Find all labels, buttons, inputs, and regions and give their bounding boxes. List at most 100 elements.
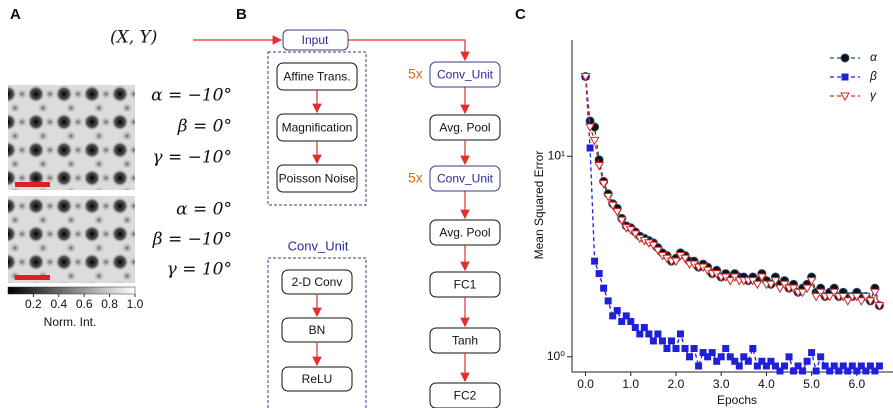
repeat-label: 5x [408,66,423,82]
data-point [663,345,670,352]
colorbar-ticks: 0.2 0.4 0.6 0.8 1.0 [25,294,144,311]
data-point [636,330,643,337]
node-label: 2-D Conv [292,275,343,289]
repeat-label: 5x [408,170,423,186]
data-point [614,307,621,314]
node-label: ReLU [302,372,333,386]
angle-label: γ = −10° [152,148,232,168]
data-point [587,144,594,151]
angle-label: β = 0° [177,117,232,137]
data-point [632,324,639,331]
data-point [596,270,603,277]
node-label: Poisson Noise [279,172,356,186]
data-point [799,367,806,374]
data-point [695,362,702,369]
data-point [668,337,675,344]
legend-label: β [869,69,877,83]
panel-label: C [515,6,526,23]
angle-label: α = −10° [151,86,232,106]
data-point [591,258,598,265]
data-point [745,358,752,365]
x-tick-label: 6.0 [848,377,865,391]
data-point [749,345,756,352]
data-point [641,324,648,331]
data-point [650,337,657,344]
data-point [691,345,698,352]
colorbar-tick-label: 1.0 [127,297,144,311]
group-title: Conv_Unit [288,238,349,253]
lattice-image [8,196,135,283]
data-point [627,318,634,325]
legend-marker [842,74,849,81]
node-label: Magnification [282,121,353,135]
data-point [786,353,793,360]
data-point [682,345,689,352]
colorbar-label: Norm. Int. [44,315,97,329]
x-tick-label: 3.0 [713,377,730,391]
figure: A (X, Y) α = −10° β = 0° γ = −10° α = 0°… [0,0,893,408]
data-point [857,298,865,305]
node-label: FC1 [454,278,477,292]
data-point [591,137,599,144]
colorbar-tick-label: 0.4 [50,297,67,311]
data-point [812,293,820,300]
data-point [645,330,652,337]
data-point [804,358,811,365]
y-tick-label: 10¹ [548,148,565,162]
data-point [844,298,852,305]
y-tick-label: 10⁰ [547,349,565,363]
data-point [595,162,603,169]
node-label: Avg. Pool [439,226,490,240]
node-label: Input [302,33,329,47]
x-tick-label: 0.0 [577,377,594,391]
data-point [718,353,725,360]
data-point [876,362,883,369]
colorbar-tick-label: 0.8 [101,297,118,311]
data-point [781,362,788,369]
input-label: (X, Y) [110,28,157,48]
data-point [817,353,824,360]
x-tick-label: 1.0 [622,377,639,391]
data-point [677,330,684,337]
lattice-image [8,85,135,190]
colorbar-tick-label: 0.2 [25,297,42,311]
node-label: Affine Trans. [283,70,350,84]
panel-label: A [10,6,21,23]
node-label: FC2 [454,389,477,403]
legend-marker [841,54,849,62]
x-axis-label: Epochs [717,393,757,407]
diagram: Affine Trans. Magnification Poisson Noise 2… [277,62,500,408]
data-point [600,285,607,292]
x-tick-label: 2.0 [668,377,685,391]
y-axis-label: Mean Squared Error [532,151,546,260]
data-point [686,353,693,360]
node-label: Tanh [452,334,478,348]
node-label: Avg. Pool [439,121,490,135]
node-label: Conv_Unit [437,172,494,186]
angle-label: γ = 10° [167,260,232,280]
node-label: Conv_Unit [437,68,494,82]
data-point [722,345,729,352]
x-tick-label: 5.0 [803,377,820,391]
legend-label: γ [870,88,877,102]
panel-label: B [236,6,247,23]
x-tick-label: 4.0 [758,377,775,391]
data-point [672,345,679,352]
data-point [654,330,661,337]
legend-label: α [870,50,878,64]
data-point [605,297,612,304]
angle-label: β = −10° [152,230,232,250]
data-point [813,367,820,374]
data-point [808,349,815,356]
colorbar [8,287,135,294]
colorbar-tick-label: 0.6 [76,297,93,311]
angle-label: α = 0° [176,200,232,220]
scale-bar [15,275,50,280]
node-label: BN [309,323,326,337]
data-point [709,349,716,356]
chart: C 10⁰ 10¹ 0.0 1.0 2.0 3.0 4.0 5.0 6.0 Epochs Mean S… [515,6,893,407]
data-point [753,281,761,288]
data-point [736,362,743,369]
data-point [659,337,666,344]
scale-bar [15,182,50,187]
